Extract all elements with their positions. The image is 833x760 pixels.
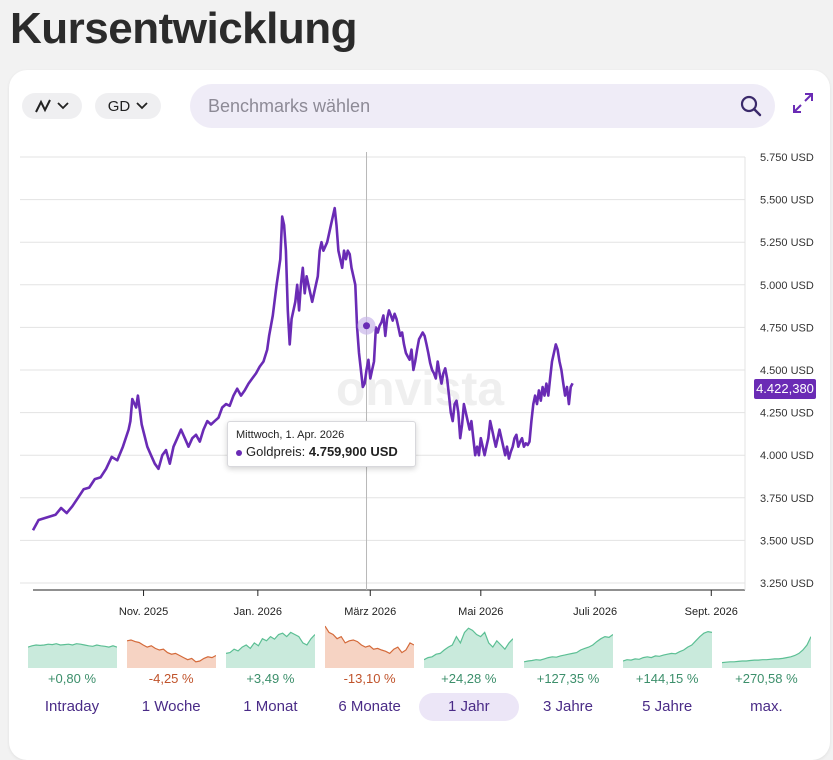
sparkline: [126, 639, 216, 668]
period-change: +0,80 %: [47, 671, 97, 686]
page-title: Kursentwicklung: [10, 4, 358, 53]
period-change: +127,35 %: [536, 671, 600, 686]
sparkline-line: [126, 639, 216, 663]
series-dot: [236, 449, 242, 456]
last-value-badge: 4.422,380: [754, 379, 816, 399]
exchange-dropdown[interactable]: GD: [95, 93, 161, 119]
x-tick-label: Nov. 2025: [119, 606, 168, 618]
sparkline-area: [721, 636, 811, 668]
period-change: -13,10 %: [343, 671, 396, 686]
period-label: 3 Jahre: [542, 698, 594, 715]
period-change: +24,28 %: [441, 671, 497, 686]
expand-icon[interactable]: [791, 91, 815, 115]
tooltip-date: Mittwoch, 1. Apr. 2026: [236, 429, 345, 441]
sparkline: [523, 634, 613, 668]
y-tick-label: 4.500 USD: [760, 365, 814, 377]
period-1-monat[interactable]: +3,49 % 1 Monat: [224, 622, 316, 715]
sparkline-line: [424, 627, 514, 661]
y-tick-label: 4.000 USD: [760, 450, 814, 462]
y-tick-label: 4.250 USD: [760, 408, 814, 420]
sparkline-line: [523, 634, 613, 663]
period-change: +144,15 %: [635, 671, 699, 686]
sparkline-area: [622, 631, 712, 668]
tooltip-series-label: Goldpreis:: [246, 444, 306, 459]
sparkline-line: [622, 630, 712, 662]
period-change: +3,49 %: [246, 671, 295, 686]
price-line: [31, 206, 574, 531]
y-tick-label: 3.500 USD: [760, 535, 814, 547]
tooltip-value: 4.759,900 USD: [308, 444, 398, 459]
y-tick-label: 5.000 USD: [760, 280, 814, 292]
line-chart-icon: [35, 99, 51, 113]
y-tick-label: 4.750 USD: [760, 322, 814, 334]
sparkline-line: [27, 643, 117, 648]
hover-marker: [363, 322, 371, 330]
x-tick-label: März 2026: [344, 606, 396, 618]
period-label: 1 Jahr: [418, 693, 519, 721]
sparkline-area: [325, 626, 415, 668]
period-label: 6 Monate: [338, 698, 401, 715]
y-tick-label: 3.750 USD: [760, 493, 814, 505]
x-tick-label: Jan. 2026: [234, 606, 282, 618]
period-label: Intraday: [44, 698, 100, 715]
search-icon[interactable]: [740, 95, 762, 117]
sparkline-area: [523, 634, 613, 668]
y-tick-label: 5.500 USD: [760, 195, 814, 207]
x-tick-label: Juli 2026: [573, 606, 617, 618]
sparkline-line: [325, 625, 415, 655]
period-3-jahre[interactable]: +127,35 % 3 Jahre: [522, 622, 614, 715]
period-label: 1 Woche: [141, 698, 201, 715]
sparkline-area: [27, 643, 117, 668]
x-tick-label: Sept. 2026: [685, 606, 738, 618]
sparkline: [225, 631, 315, 668]
period-1-woche[interactable]: -4,25 % 1 Woche: [125, 622, 217, 715]
sparkline-area: [424, 628, 514, 668]
period-label: max.: [750, 698, 783, 715]
x-tick-label: Mai 2026: [458, 606, 503, 618]
sparkline-area: [225, 632, 315, 668]
chevron-down-icon: [57, 102, 69, 110]
y-tick-label: 5.250 USD: [760, 237, 814, 249]
sparkline-line: [225, 631, 315, 654]
chart-type-dropdown[interactable]: [22, 93, 82, 119]
period-change: -4,25 %: [148, 671, 194, 686]
exchange-label: GD: [107, 97, 131, 115]
period-intraday[interactable]: +0,80 % Intraday: [26, 622, 118, 715]
period-6-monate[interactable]: -13,10 % 6 Monate: [324, 622, 416, 715]
period-label: 5 Jahre: [642, 698, 693, 715]
period-label: 1 Monat: [243, 698, 298, 715]
period-max[interactable]: +270,58 % max.: [720, 622, 812, 715]
sparkline: [27, 643, 117, 668]
period-1-jahr[interactable]: +24,28 % 1 Jahr: [418, 622, 519, 721]
benchmark-search-input[interactable]: [190, 84, 775, 128]
watermark: onvista: [336, 363, 504, 416]
y-tick-label: 5.750 USD: [760, 152, 814, 164]
period-change: +270,58 %: [735, 671, 798, 686]
chart-tooltip: Mittwoch, 1. Apr. 2026 Goldpreis: 4.759,…: [227, 421, 416, 467]
tooltip-row: Goldpreis: 4.759,900 USD: [236, 444, 407, 459]
period-5-jahre[interactable]: +144,15 % 5 Jahre: [621, 622, 713, 715]
sparkline: [721, 636, 811, 668]
sparkline-line: [721, 636, 811, 664]
sparkline: [622, 630, 712, 668]
chevron-down-icon: [136, 102, 148, 110]
price-chart[interactable]: onvista Nov. 2025 Jan. 2026 März 2026 Mai 2…: [0, 140, 833, 620]
sparkline: [325, 625, 415, 668]
sparkline: [424, 627, 514, 668]
y-tick-label: 3.250 USD: [760, 578, 814, 590]
